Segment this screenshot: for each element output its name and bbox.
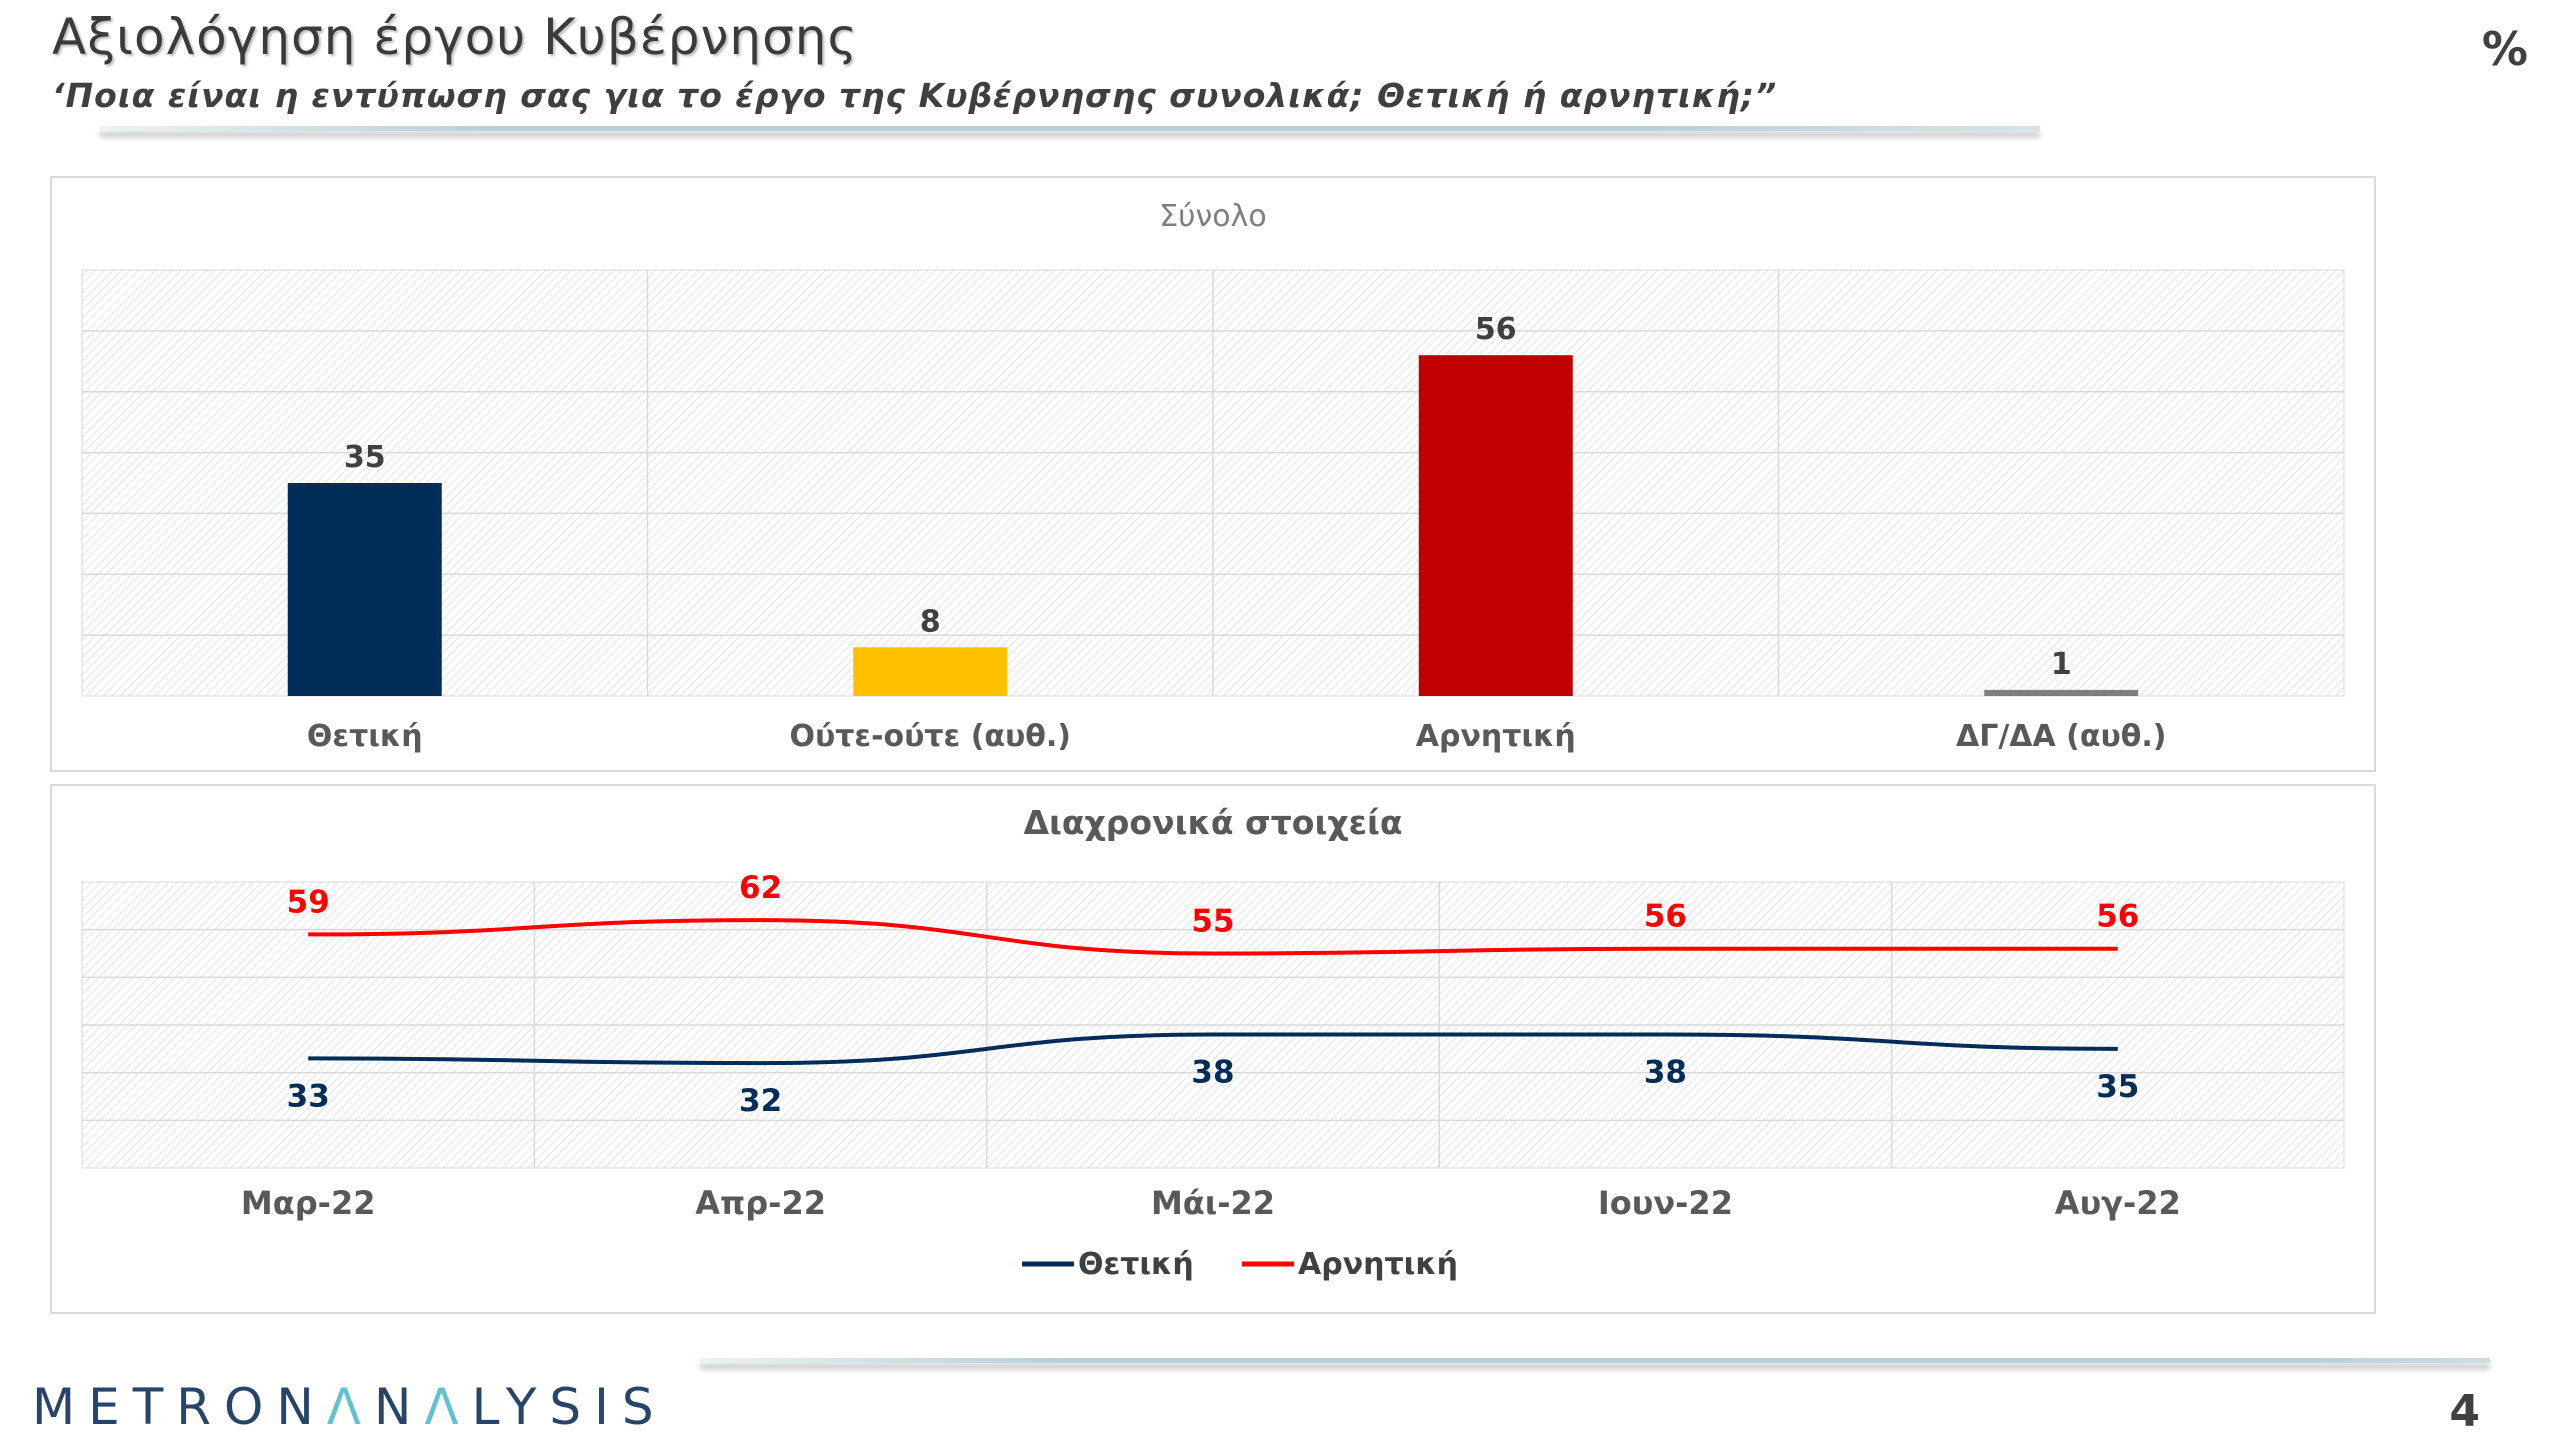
bar-value-label: 8: [920, 604, 941, 639]
line-legend: Θετική Αρνητική: [1022, 1247, 1458, 1282]
line-value-label: 38: [1191, 1055, 1234, 1091]
line-category-label: Ιουν-22: [1598, 1184, 1733, 1222]
bar-value-label: 35: [344, 440, 386, 475]
bar: [287, 483, 442, 696]
line-value-label: 33: [287, 1078, 330, 1114]
line-category-label: Αυγ-22: [2055, 1184, 2181, 1222]
line-value-label: 59: [287, 884, 330, 920]
line-category-label: Μάι-22: [1151, 1184, 1275, 1222]
bar-marks: [287, 355, 2139, 696]
line-value-labels: 33 32 38 38 35 59 62 55 56 56: [287, 870, 2140, 1119]
footer-divider: [700, 1358, 2490, 1363]
line-value-label: 35: [2096, 1069, 2139, 1105]
bar-chart-panel: Σύνολο 35 8 56 1 Θετική Ούτε-ούτε (αυθ.) Αρνη…: [50, 176, 2376, 772]
logo-text: METRONΛNΛLYSIS: [32, 1378, 667, 1436]
line-gridlines: [82, 882, 2344, 1168]
bar-chart: Σύνολο 35 8 56 1 Θετική Ούτε-ούτε (αυθ.) Αρνη…: [81, 199, 2345, 754]
line-category-label: Απρ-22: [695, 1184, 826, 1222]
page-subtitle: ‘Ποια είναι η εντύπωση σας για το έργο τ…: [52, 76, 1778, 115]
line-value-label: 55: [1191, 904, 1234, 940]
bar: [1418, 355, 1573, 696]
line-chart: Διαχρονικά στοιχεία 33 32 38 38 35 59 62 55 56 56…: [81, 803, 2345, 1282]
line-value-label: 38: [1644, 1055, 1687, 1091]
bar: [1984, 689, 2139, 696]
bar-chart-title: Σύνολο: [1159, 199, 1267, 234]
line-value-label: 32: [739, 1083, 782, 1119]
line-series-path: [308, 1032, 2118, 1066]
line-series-path: [308, 918, 2118, 956]
company-logo: METRONΛNΛLYSIS: [32, 1378, 667, 1436]
line-value-label: 56: [1644, 899, 1687, 935]
bar-gridlines: [82, 270, 2344, 696]
line-series: [308, 918, 2118, 1066]
line-chart-panel: Διαχρονικά στοιχεία 33 32 38 38 35 59 62 55 56 56…: [50, 784, 2376, 1314]
page-title: Αξιολόγηση έργου Κυβέρνησης: [52, 8, 858, 66]
legend-label: Θετική: [1078, 1247, 1194, 1282]
bar-category-label: ΔΓ/ΔΑ (αυθ.): [1956, 719, 2166, 754]
line-category-labels: Μαρ-22 Απρ-22 Μάι-22 Ιουν-22 Αυγ-22: [241, 1184, 2181, 1222]
percent-label: %: [2481, 22, 2528, 76]
line-category-label: Μαρ-22: [241, 1184, 376, 1222]
bar-value-label: 1: [2051, 647, 2072, 682]
bar: [853, 647, 1008, 696]
bar-category-label: Ούτε-ούτε (αυθ.): [789, 719, 1071, 754]
page-number: 4: [2449, 1386, 2480, 1437]
bar-value-labels: 35 8 56 1: [344, 312, 2072, 682]
line-value-label: 62: [739, 870, 782, 906]
bar-category-label: Αρνητική: [1416, 719, 1576, 754]
line-chart-title: Διαχρονικά στοιχεία: [1023, 803, 1402, 842]
line-value-label: 56: [2096, 899, 2139, 935]
legend-label: Αρνητική: [1298, 1247, 1458, 1282]
bar-category-label: Θετική: [307, 719, 423, 754]
bar-value-label: 56: [1475, 312, 1517, 347]
header-divider: [100, 126, 2040, 131]
bar-category-labels: Θετική Ούτε-ούτε (αυθ.) Αρνητική ΔΓ/ΔΑ (αυθ…: [307, 719, 2167, 754]
